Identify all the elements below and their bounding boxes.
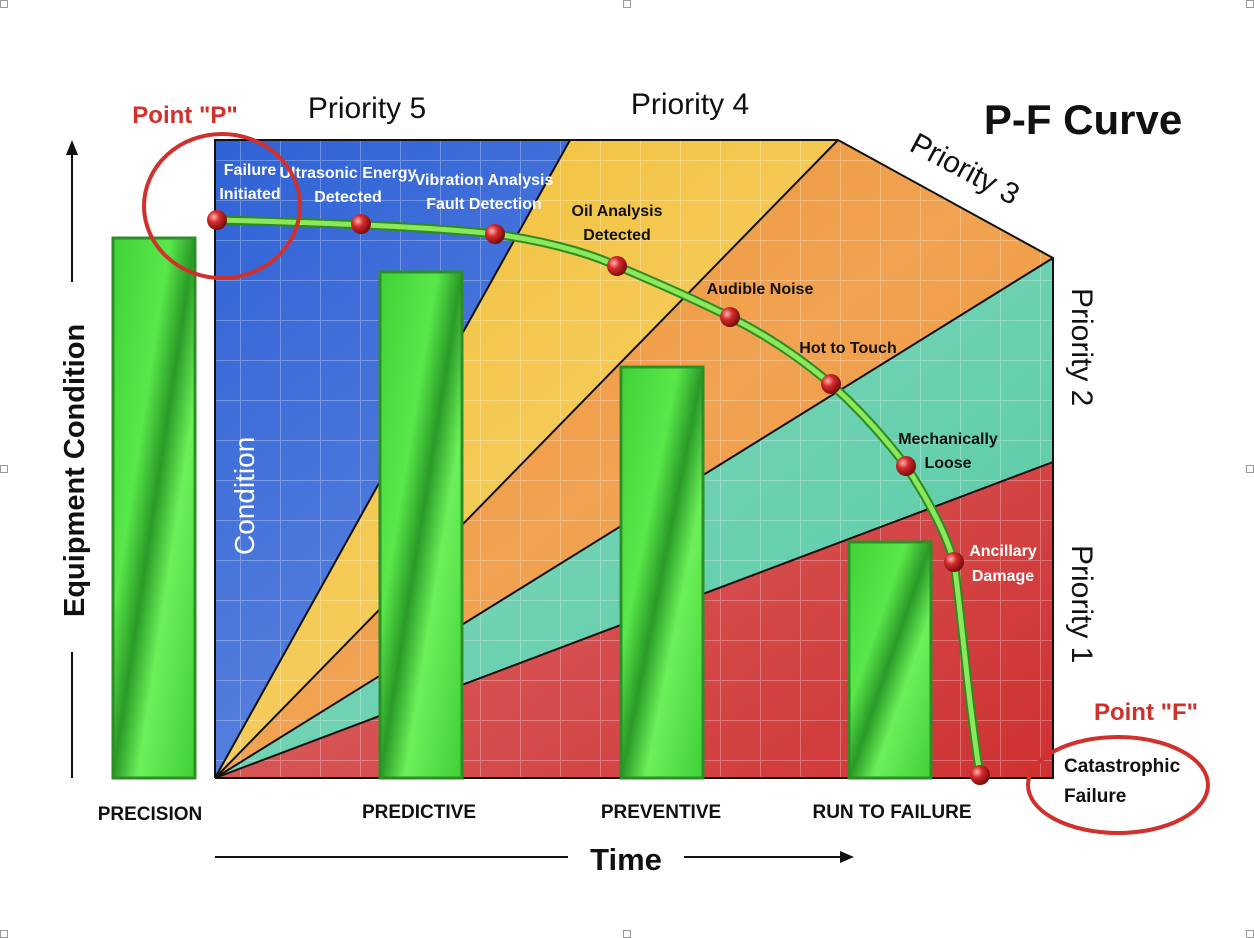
label-ancillary-damage-2: Damage — [972, 568, 1034, 585]
resize-handle-middle-right[interactable] — [1246, 465, 1254, 473]
curve-labels: Failure Initiated Ultrasonic Energy Dete… — [219, 162, 1180, 807]
marker-ancillary-damage — [944, 552, 964, 572]
label-audible-noise: Audible Noise — [707, 281, 814, 298]
marker-mechanically-loose — [896, 456, 916, 476]
point-f-label: Point "F" — [1094, 699, 1198, 726]
point-f-circle — [1026, 735, 1210, 835]
point-p-circle — [142, 132, 302, 280]
y-axis-label: Equipment Condition — [59, 324, 91, 617]
marker-failure-initiated — [207, 210, 227, 230]
label-catastrophic-2: Failure — [1064, 786, 1126, 807]
category-run-to-failure: RUN TO FAILURE — [812, 802, 971, 823]
y-axis: Equipment Condition — [59, 140, 91, 778]
resize-handle-middle-left[interactable] — [0, 465, 8, 473]
resize-handle-bottom-right[interactable] — [1246, 930, 1254, 938]
label-mechanically-loose-1: Mechanically — [898, 431, 998, 448]
category-labels: PRECISION PREDICTIVE PREVENTIVE RUN TO F… — [98, 802, 972, 825]
label-ultrasonic-2: Detected — [314, 189, 382, 206]
label-ultrasonic-1: Ultrasonic Energy — [280, 165, 417, 182]
category-precision: PRECISION — [98, 804, 203, 825]
marker-catastrophic-failure — [970, 765, 990, 785]
marker-ultrasonic — [351, 214, 371, 234]
chart-title: P-F Curve — [984, 96, 1182, 143]
point-p-label: Point "P" — [132, 102, 237, 129]
curve-markers — [207, 210, 990, 785]
label-ancillary-damage-1: Ancillary — [969, 543, 1037, 560]
label-vibration-1: Vibration Analysis — [415, 172, 554, 189]
resize-handle-bottom-left[interactable] — [0, 930, 8, 938]
priority-1-label: Priority 1 — [1065, 545, 1098, 663]
marker-vibration — [485, 224, 505, 244]
label-vibration-2: Fault Detection — [426, 196, 542, 213]
resize-handle-top-center[interactable] — [623, 0, 631, 8]
bar-preventive — [619, 365, 705, 780]
x-axis-label: Time — [590, 842, 662, 877]
priority-4-label: Priority 4 — [631, 88, 749, 121]
bar-precision — [111, 236, 197, 780]
label-oil-analysis-2: Detected — [583, 227, 651, 244]
marker-hot-to-touch — [821, 374, 841, 394]
label-failure-initiated-1: Failure — [224, 162, 277, 179]
bar-predictive — [378, 270, 464, 780]
resize-handle-top-right[interactable] — [1246, 0, 1254, 8]
maintenance-bars — [111, 236, 933, 780]
label-failure-initiated-2: Initiated — [219, 186, 280, 203]
label-hot-to-touch: Hot to Touch — [799, 340, 896, 357]
marker-oil-analysis — [607, 256, 627, 276]
point-f-annotation: Point "F" — [1026, 699, 1210, 835]
x-axis: Time — [215, 842, 854, 877]
category-predictive: PREDICTIVE — [362, 802, 476, 823]
priority-5-label: Priority 5 — [308, 92, 426, 125]
category-preventive: PREVENTIVE — [601, 802, 721, 823]
resize-handle-bottom-center[interactable] — [623, 930, 631, 938]
zone-label-condition: Condition — [229, 437, 260, 555]
label-catastrophic-1: Catastrophic — [1064, 756, 1181, 777]
bar-run-to-failure — [847, 540, 933, 780]
label-mechanically-loose-2: Loose — [924, 455, 971, 472]
point-p-annotation: Point "P" — [132, 102, 302, 280]
label-oil-analysis-1: Oil Analysis — [572, 203, 663, 220]
resize-handle-top-left[interactable] — [0, 0, 8, 8]
priority-2-label: Priority 2 — [1065, 288, 1098, 406]
marker-audible-noise — [720, 307, 740, 327]
